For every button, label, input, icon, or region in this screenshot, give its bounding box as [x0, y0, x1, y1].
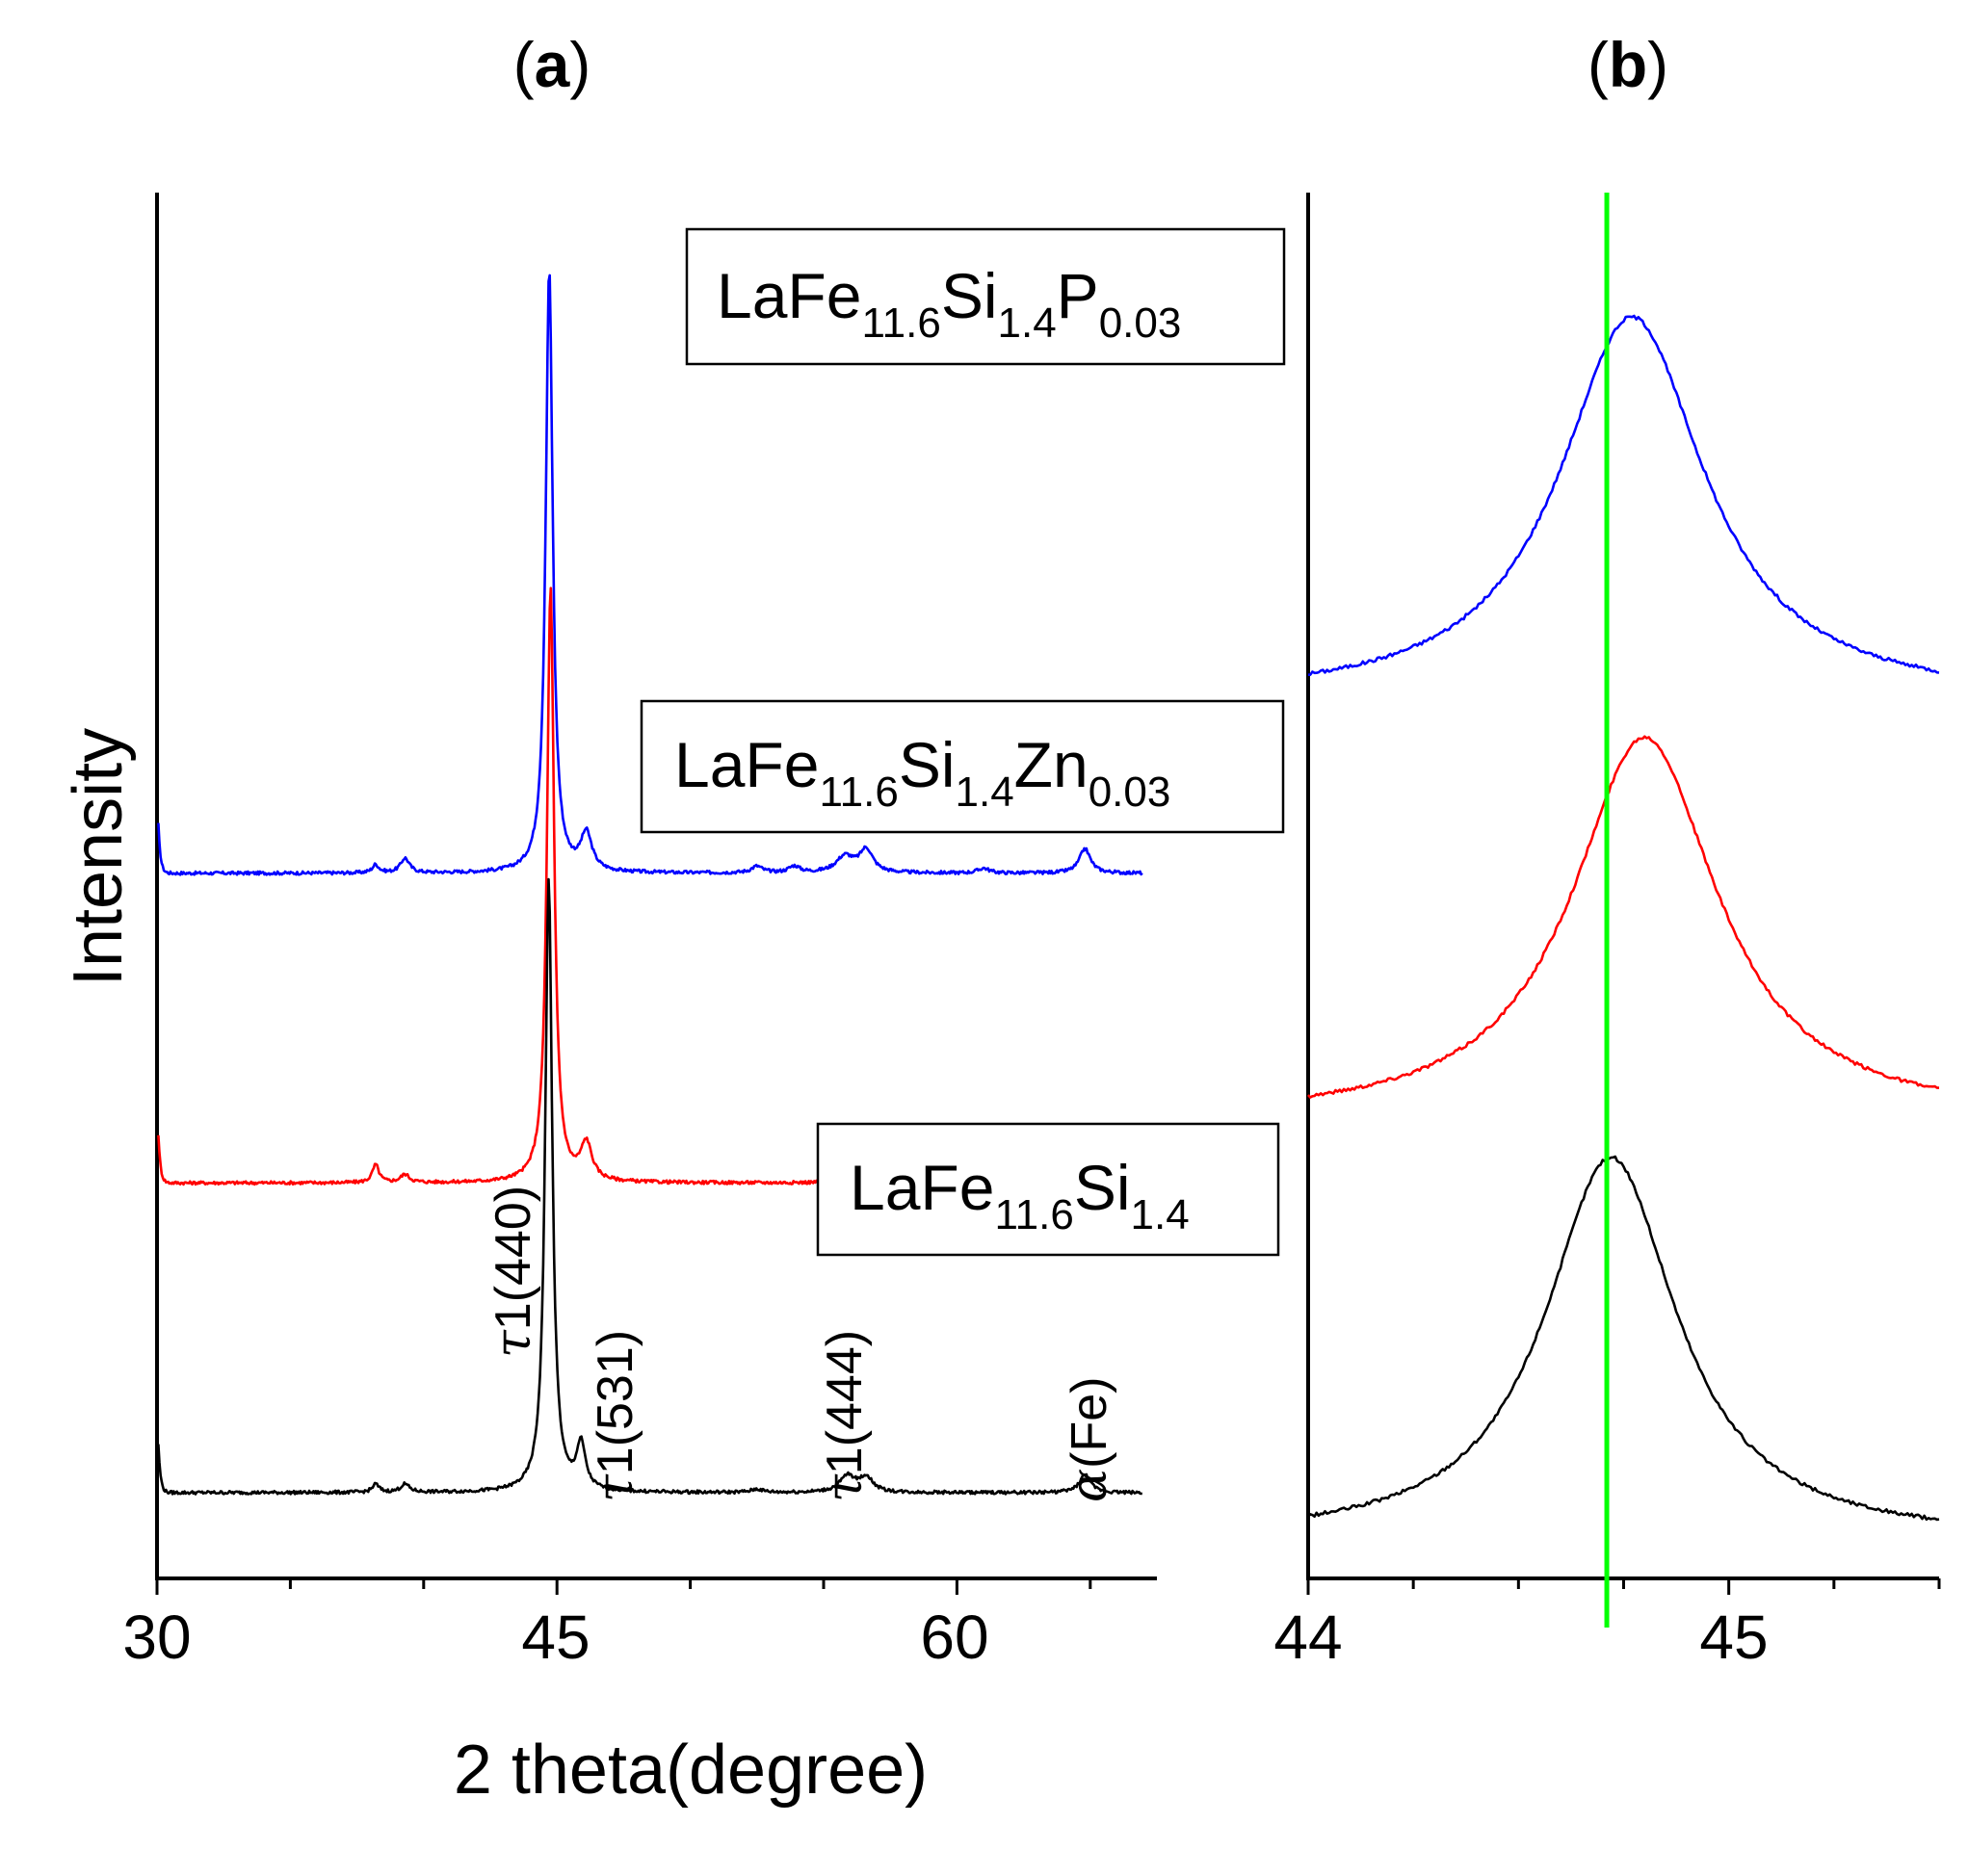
x-tick-label-30: 30: [122, 1602, 191, 1672]
panel-b-label: (b): [1588, 29, 1668, 100]
zoom-series-line-p: [1308, 314, 1940, 676]
panel-a-label: (a): [513, 29, 591, 100]
zoom-series-line-zn: [1307, 735, 1939, 1099]
y-axis-title: Intensity: [60, 728, 137, 986]
x-axis-title: 2 theta(degree): [454, 1732, 928, 1809]
series-line-base: [157, 877, 1142, 1496]
panel-a-axes: [155, 193, 1157, 1595]
peak-label-531: τ1(531): [587, 1330, 644, 1502]
b-x-tick-label-45: 45: [1699, 1602, 1768, 1672]
panel-b-axes: [1306, 193, 1941, 1595]
peak-label-444: τ1(444): [816, 1330, 874, 1502]
zoom-series-line-base: [1307, 1155, 1940, 1522]
legend-zn: LaFe11.6Si1.4Zn0.03: [640, 699, 1285, 834]
series-line-p: [157, 274, 1143, 876]
svg-text:LaFe11.6Si1.4: LaFe11.6Si1.4: [850, 1152, 1190, 1238]
legend-base: LaFe11.6Si1.4: [816, 1122, 1280, 1257]
legend-p: LaFe11.6Si1.4P0.03: [685, 227, 1286, 366]
peak-label-alpha-fe: α(Fe): [1061, 1377, 1118, 1502]
svg-text:LaFe11.6Si1.4Zn0.03: LaFe11.6Si1.4Zn0.03: [674, 729, 1170, 816]
svg-text:LaFe11.6Si1.4P0.03: LaFe11.6Si1.4P0.03: [717, 260, 1181, 347]
b-x-tick-label-44: 44: [1273, 1602, 1342, 1672]
peak-label-440: τ1(440): [485, 1186, 542, 1358]
series-line-zn: [157, 586, 1143, 1186]
x-tick-label-45: 45: [521, 1602, 590, 1672]
x-tick-label-60: 60: [920, 1602, 988, 1672]
